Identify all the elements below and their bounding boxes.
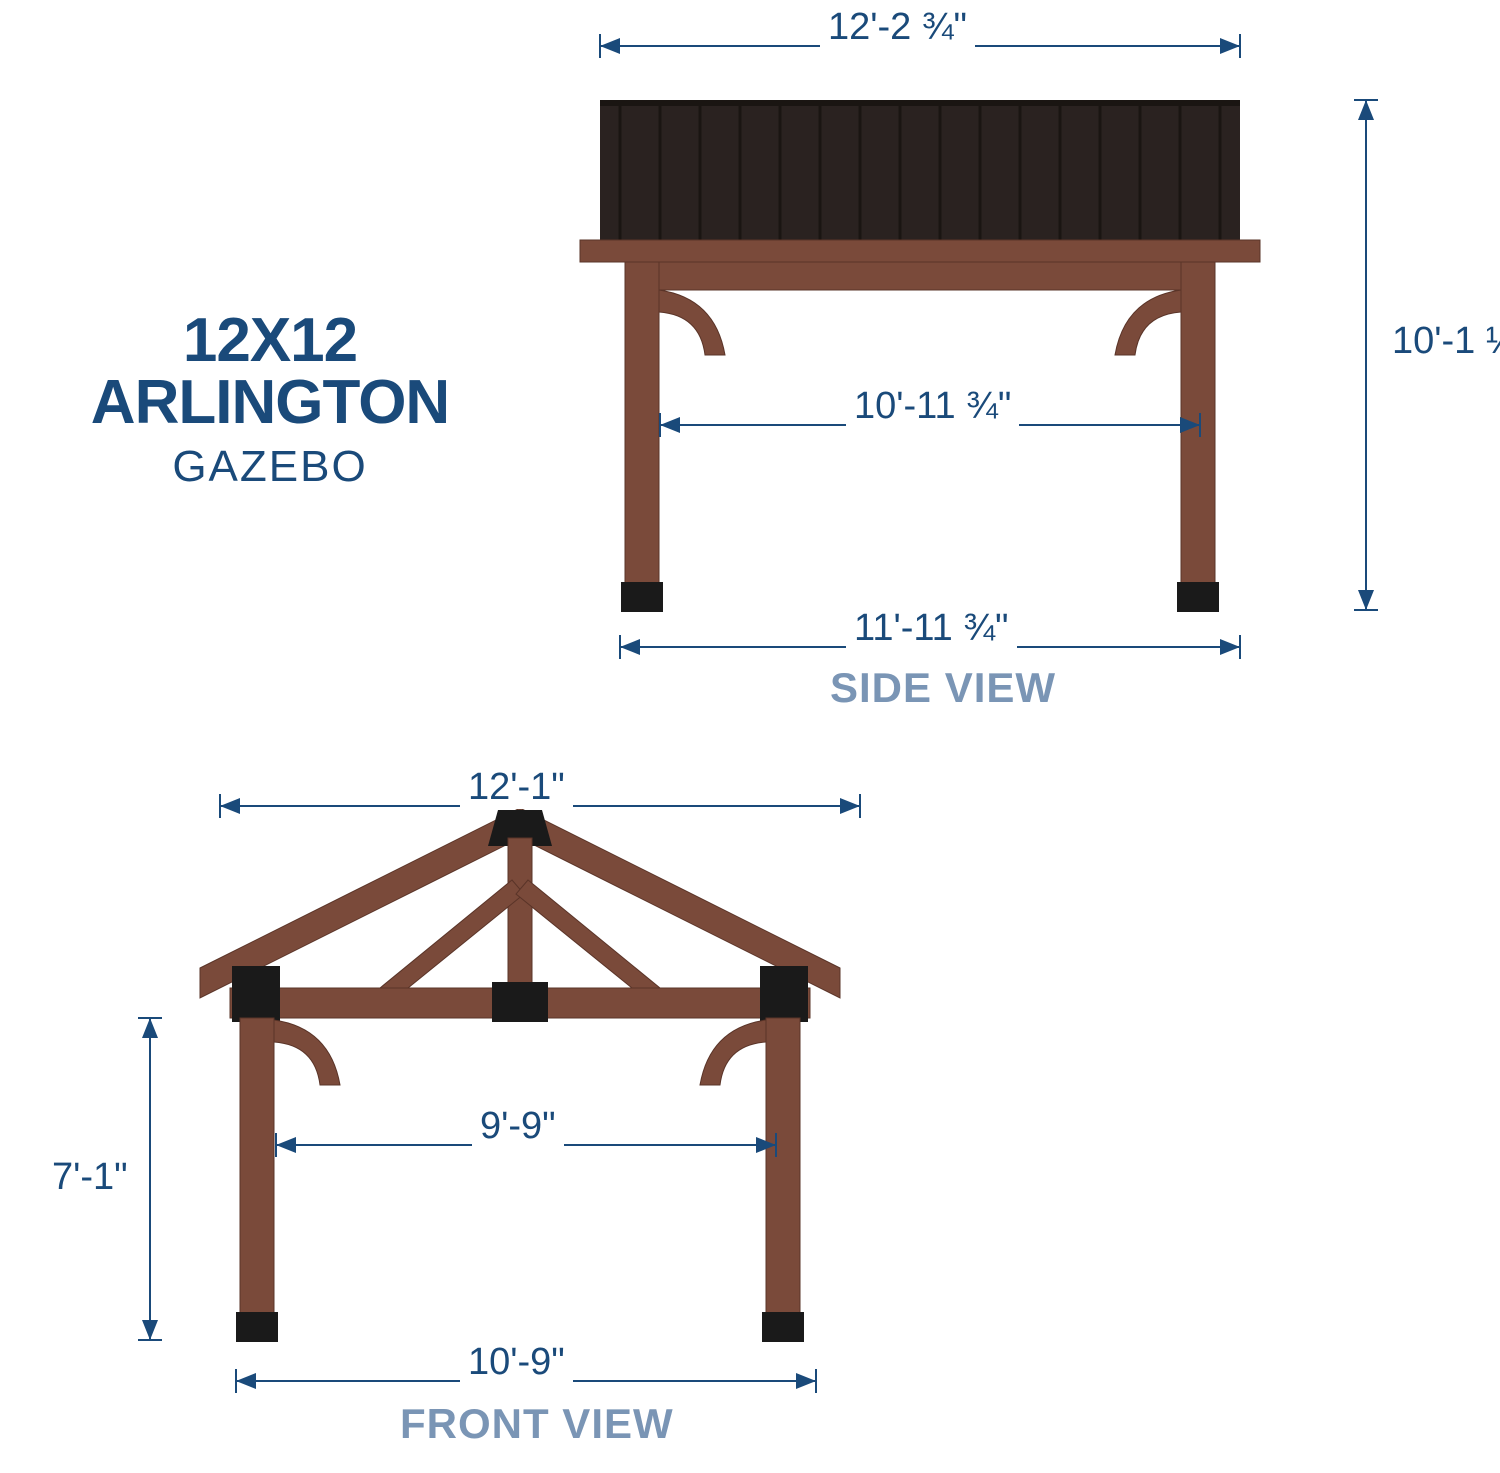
front-eave-bracket-left	[232, 966, 280, 1022]
dim-side-footprint-text: 11'-11 ¾"	[846, 607, 1017, 650]
dim-front-wall-height-text: 7'-1"	[52, 1156, 128, 1199]
dim-front-inner-width-text: 9'-9"	[472, 1105, 564, 1148]
side-base-left	[621, 582, 663, 612]
dim-side-roof-width-text: 12'-2 ¾"	[820, 6, 975, 49]
dim-side-height	[1326, 80, 1406, 660]
dim-front-footprint-text: 10'-9"	[460, 1341, 573, 1384]
front-base-left	[236, 1312, 278, 1342]
dim-front-roof-width-text: 12'-1"	[460, 766, 573, 809]
front-view-drawing	[120, 760, 920, 1380]
side-base-right	[1177, 582, 1219, 612]
title-sub: GAZEBO	[40, 442, 500, 492]
side-view-drawing	[520, 60, 1320, 660]
front-brace-right	[700, 1020, 766, 1085]
side-header-beam	[625, 262, 1215, 290]
front-base-right	[762, 1312, 804, 1342]
title-block: 12X12 ARLINGTON GAZEBO	[40, 310, 500, 492]
side-brace-right	[1115, 290, 1181, 355]
side-brace-left	[659, 290, 725, 355]
front-post-left	[240, 1018, 274, 1340]
front-view-label: FRONT VIEW	[400, 1400, 674, 1448]
front-brace-left	[274, 1020, 340, 1085]
front-post-right	[766, 1018, 800, 1340]
dim-side-inner-width-text: 10'-11 ¾"	[846, 385, 1019, 428]
side-eave	[580, 240, 1260, 262]
front-center-bracket	[492, 982, 548, 1022]
dim-side-height-text: 10'-1 ½"	[1392, 320, 1500, 363]
front-king-post	[508, 838, 532, 988]
title-main: 12X12 ARLINGTON	[40, 310, 500, 434]
front-eave-bracket-right	[760, 966, 808, 1022]
side-roof	[600, 100, 1240, 240]
side-view-label: SIDE VIEW	[830, 664, 1056, 712]
